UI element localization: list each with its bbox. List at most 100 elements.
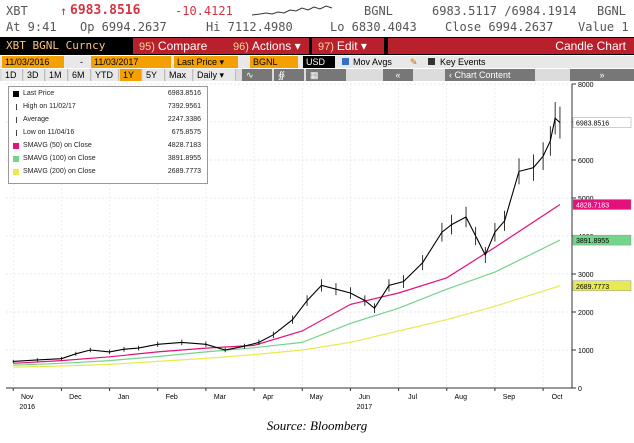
legend-label: SMAVG (100) on Close [23, 155, 96, 162]
series-lines [12, 102, 561, 368]
y-tick-label: 3000 [578, 272, 594, 279]
expand-right-icon[interactable]: » [570, 69, 634, 81]
period-ytd-button[interactable]: YTD [92, 69, 119, 81]
table-button[interactable]: ▦ Table [306, 69, 346, 92]
x-tick-label: Jul [408, 394, 417, 401]
x-tick-label: Jan [118, 394, 129, 401]
currency-select[interactable]: USD [303, 56, 335, 68]
last-value-text: 3891.8955 [576, 238, 609, 245]
period-max-button[interactable]: Max [166, 69, 193, 81]
smavg-50-on-close-line [13, 203, 561, 364]
x-tick-label: Feb [166, 394, 178, 401]
chevron-left-icon: ‹ [449, 70, 452, 80]
edit-button[interactable]: 97) Edit ▾ [312, 38, 384, 54]
avg-marker-icon [16, 117, 23, 123]
last-value-badge [572, 234, 632, 246]
compare-button[interactable]: 95) Compare [133, 38, 235, 54]
legend-value: 4828.7183 [167, 142, 201, 149]
legend-swatch-icon [13, 143, 19, 149]
collapse-left-icon[interactable]: « [383, 69, 413, 81]
legend-row[interactable]: SMAVG (200) on Close 2689.7773 [13, 168, 203, 177]
start-date-input[interactable]: 11/03/2016 [2, 56, 64, 68]
security-title: XBT BGNL Curncy [6, 39, 106, 52]
period-6m-button[interactable]: 6M [69, 69, 91, 81]
legend-row[interactable]: Low on 11/04/16 675.8575 [13, 129, 203, 138]
end-date-input[interactable]: 11/03/2017 [91, 56, 171, 68]
open-price: Op 6994.2637 [80, 20, 167, 34]
legend-swatch-icon [13, 91, 19, 97]
legend-value: 7392.9561 [167, 103, 201, 110]
legend-value: 675.8575 [171, 129, 201, 136]
x-axis: Nov Dec Jan Feb Mar Apr May Jun Jul Aug Sep Oct 2016… [6, 387, 572, 411]
high-price: Hi 7112.4980 [206, 20, 293, 34]
legend-row[interactable]: SMAVG (100) on Close 3891.8955 [13, 155, 203, 164]
last-value-badge [572, 280, 632, 291]
last-price: 6983.8516 [70, 3, 141, 18]
frequency-select[interactable]: Daily ▾ [194, 69, 236, 81]
last-price-line [13, 117, 561, 362]
line-chart-icon[interactable]: ∿ [242, 69, 272, 81]
sparkline-icon [252, 5, 333, 16]
y-tick-label: 8000 [578, 82, 594, 89]
period-1d-button[interactable]: 1D [2, 69, 23, 81]
legend-row[interactable]: Average 2247.3386 [13, 116, 203, 125]
period-3d-button[interactable]: 3D [24, 69, 45, 81]
legend-label: SMAVG (200) on Close [23, 168, 96, 175]
last-value-text: 6983.8516 [576, 121, 609, 128]
chart-content-button[interactable]: ‹ Chart Content [445, 69, 535, 81]
high-marker-icon [16, 104, 23, 110]
x-tick-label: Nov [21, 394, 34, 401]
x-year-label: 2016 [19, 404, 35, 411]
quote-value: Value 1 [578, 20, 629, 34]
period-5y-button[interactable]: 5Y [143, 69, 165, 81]
legend-swatch-icon [13, 169, 19, 175]
candle-chart-icon[interactable]: ∯ [274, 69, 304, 81]
quote-source: BGNL [364, 4, 393, 18]
source-caption: Source: Bloomberg [266, 418, 368, 433]
legend-row[interactable]: High on 11/02/17 7392.9561 [13, 103, 203, 112]
bid-ask: 6983.5117 /6984.1914 [432, 4, 577, 18]
pencil-icon[interactable]: ✎ [410, 57, 418, 67]
mov-avgs-label[interactable]: Mov Avgs [353, 57, 392, 67]
date-range-bar: 11/03/2016 - 11/03/2017 Last Price ▾ BGN… [0, 56, 634, 68]
chart-legend[interactable]: Last Price 6983.8516 High on 11/02/17 7392.… [8, 86, 208, 184]
last-value-badge [572, 117, 632, 128]
checkbox-icon[interactable] [342, 56, 352, 68]
x-tick-label: Aug [455, 394, 468, 401]
last-value-labels: 6983.8516 4828.7183 3891.8955 2689.7773 [572, 117, 632, 291]
x-tick-label: Jun [359, 394, 370, 401]
legend-row[interactable]: Last Price 6983.8516 [13, 90, 203, 99]
table-icon: ▦ [310, 70, 319, 80]
legend-label: Low on 11/04/16 [23, 129, 75, 136]
x-tick-label: Sep [503, 394, 516, 401]
legend-row[interactable]: SMAVG (50) on Close 4828.7183 [13, 142, 203, 151]
last-value-badge [572, 199, 632, 210]
legend-value: 2247.3386 [167, 116, 201, 123]
x-tick-label: Dec [69, 394, 82, 401]
edit-number: 97) [318, 41, 334, 53]
period-1y-button[interactable]: 1Y [120, 69, 142, 81]
chart-type-label: Candle Chart [555, 39, 626, 53]
source-input[interactable]: BGNL [250, 56, 298, 68]
chart-type-button[interactable]: Candle Chart [388, 38, 634, 54]
smavg-100-on-close-line [13, 239, 561, 366]
key-events-label[interactable]: Key Events [440, 57, 486, 67]
period-bar: 1D 3D 1M 6M YTD 1Y 5Y Max Daily ▾ ∿ ∯ ▦ … [0, 69, 634, 92]
close-price: Close 6994.2637 [445, 20, 554, 34]
key-events-checkbox-icon[interactable] [428, 56, 438, 68]
actions-button[interactable]: 96) Actions ▾ [227, 38, 309, 54]
legend-value: 2689.7773 [167, 168, 201, 175]
quote-source-2: BGNL [597, 4, 626, 18]
x-tick-label: Oct [552, 394, 563, 401]
legend-label: SMAVG (50) on Close [23, 142, 92, 149]
x-tick-label: Mar [214, 394, 227, 401]
actions-number: 96) [233, 41, 249, 53]
period-1m-button[interactable]: 1M [46, 69, 68, 81]
legend-swatch-icon [13, 156, 19, 162]
actions-label: Actions ▾ [251, 39, 301, 53]
compare-label: Compare [157, 39, 208, 53]
price-change: -10.4121 [175, 4, 233, 18]
smavg-200-on-close-line [13, 285, 561, 368]
x-tick-label: May [310, 394, 324, 401]
field-select[interactable]: Last Price ▾ [174, 56, 238, 68]
